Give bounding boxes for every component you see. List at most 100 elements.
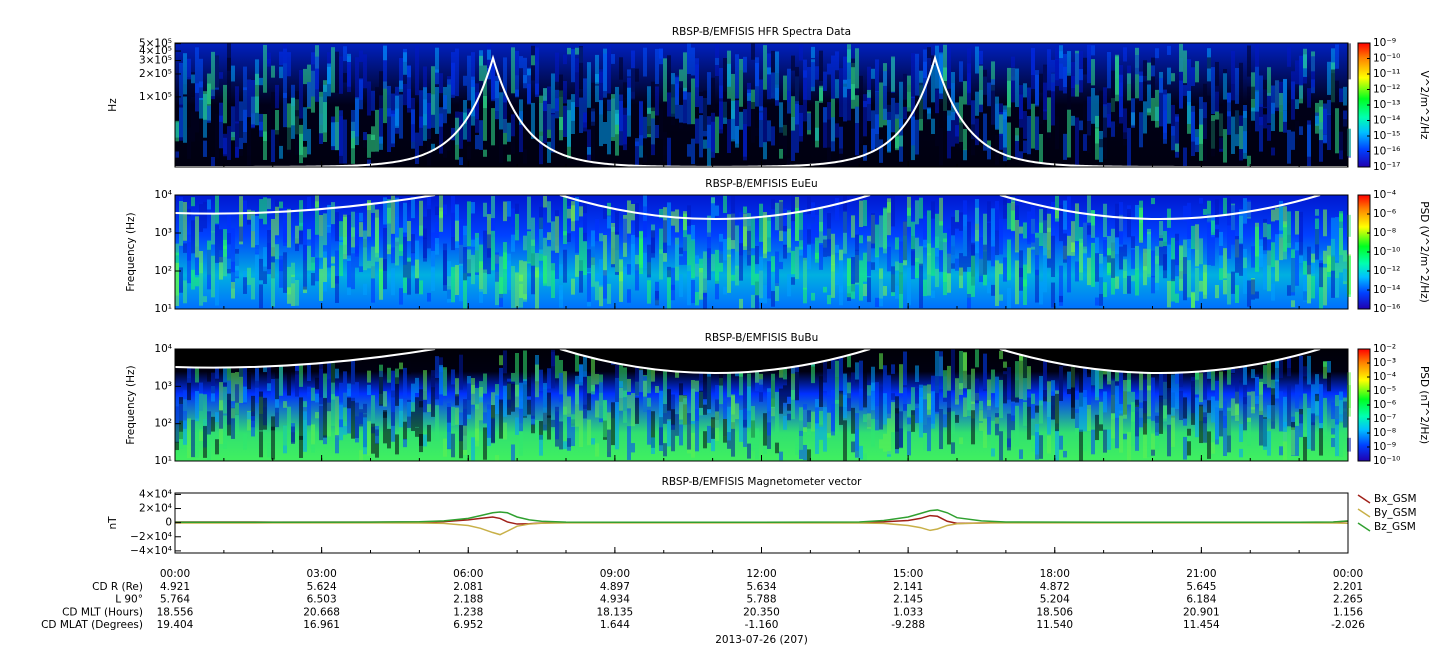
- spectrogram-cell: [607, 283, 611, 304]
- spectrogram-cell: [1287, 285, 1291, 296]
- spectrogram-cell: [923, 113, 927, 123]
- spectrogram-cell: [803, 79, 807, 122]
- spectrogram-cell: [931, 391, 935, 429]
- spectrogram-cell: [1047, 402, 1051, 435]
- spectrogram-cell: [879, 439, 883, 449]
- spectrogram-cell: [587, 419, 591, 446]
- spectrogram-cell: [827, 119, 831, 164]
- spectrogram-cell: [1043, 247, 1047, 293]
- spectrogram-cell: [363, 417, 367, 455]
- spectrogram-cell: [923, 239, 927, 248]
- spectrogram-cell: [447, 422, 451, 449]
- spectrogram-cell: [299, 200, 303, 231]
- spectrogram-cell: [767, 391, 771, 436]
- spectrogram-cell: [571, 423, 575, 447]
- spectrogram-cell: [867, 89, 871, 98]
- colorbar-tick-label: 10⁻¹³: [1373, 99, 1400, 111]
- spectrogram-cell: [355, 402, 359, 438]
- spectrogram-cell: [819, 208, 823, 243]
- spectrogram-cell: [1211, 366, 1215, 391]
- spectrogram-cell: [271, 65, 275, 78]
- spectrogram-cell: [339, 241, 343, 277]
- spectrogram-cell: [299, 435, 303, 458]
- ephemeris-value: 11.540: [1036, 619, 1073, 631]
- spectrogram-cell: [727, 254, 731, 293]
- spectrogram-cell: [1095, 253, 1099, 282]
- spectrogram-cell: [199, 262, 203, 306]
- spectrogram-cell: [339, 116, 343, 164]
- spectrogram-cell: [1307, 408, 1311, 450]
- spectrogram-cell: [203, 140, 207, 157]
- spectrogram-cell: [1055, 116, 1059, 150]
- spectrogram-cell: [415, 45, 419, 96]
- spectrogram-cell: [251, 215, 255, 232]
- spectrogram-cell: [1107, 51, 1111, 89]
- spectrogram-cell: [1055, 208, 1059, 219]
- spectrogram-cell: [255, 248, 259, 280]
- spectrogram-cell: [799, 407, 803, 431]
- spectrogram-cell: [499, 293, 503, 307]
- spectrogram-cell: [279, 51, 283, 66]
- spectrogram-cell: [815, 237, 819, 263]
- spectrogram-cell: [635, 141, 639, 166]
- spectrogram-cell: [315, 377, 319, 390]
- spectrogram-cell: [839, 390, 843, 425]
- spectrogram-cell: [787, 403, 791, 411]
- spectrogram-cell: [243, 200, 247, 222]
- spectrogram-cell: [543, 255, 547, 286]
- spectrogram-cell: [351, 211, 355, 237]
- spectrogram-cell: [531, 385, 535, 419]
- spectrogram-cell: [195, 216, 199, 258]
- ephemeris-value: 5.764: [160, 594, 190, 606]
- spectrogram-cell: [343, 236, 347, 255]
- spectrogram-cell: [967, 374, 971, 417]
- spectrogram-cell: [303, 68, 307, 85]
- spectrogram-cell: [583, 213, 587, 233]
- spectrogram-cell: [1203, 118, 1207, 162]
- spectrogram-cell: [1139, 200, 1143, 241]
- spectrogram-cell: [383, 45, 387, 61]
- spectrogram-cell: [371, 266, 375, 303]
- spectrogram-cell: [763, 45, 767, 90]
- ephemeris-value: 20.901: [1183, 606, 1220, 618]
- spectrogram-cell: [803, 70, 807, 78]
- spectrogram-cell: [851, 372, 855, 386]
- spectrogram-cell: [615, 211, 619, 251]
- spectrogram-cell: [643, 206, 647, 238]
- spectrogram-cell: [891, 364, 895, 374]
- spectrogram-cell: [1051, 282, 1055, 308]
- spectrogram-cell: [539, 206, 543, 250]
- spectrogram-cell: [791, 96, 795, 131]
- spectrogram-cell: [331, 394, 335, 426]
- legend-label: Bz_GSM: [1374, 521, 1416, 533]
- spectrogram-cell: [711, 197, 715, 220]
- spectrogram-cell: [363, 403, 367, 414]
- spectrogram-cell: [1339, 422, 1343, 457]
- spectrogram-cell: [471, 239, 475, 247]
- spectrogram-cell: [1007, 413, 1011, 451]
- spectrogram-cell: [951, 411, 955, 435]
- spectrogram-cell: [631, 393, 635, 427]
- spectrogram-cell: [535, 83, 539, 97]
- spectrogram-cell: [955, 110, 959, 144]
- spectrogram-cell: [939, 409, 943, 450]
- spectrogram-cell: [703, 367, 707, 400]
- spectrogram-cell: [619, 365, 623, 388]
- ephemeris-value: 2.141: [893, 581, 923, 593]
- spectrogram-cell: [455, 394, 459, 406]
- spectrogram-cell: [1339, 391, 1343, 422]
- spectrogram-cell: [787, 274, 791, 297]
- spectrogram-cell: [947, 387, 951, 413]
- spectrogram-cell: [191, 353, 195, 384]
- spectrogram-cell: [1067, 73, 1071, 113]
- spectrogram-cell: [639, 370, 643, 393]
- spectrogram-cell: [223, 386, 227, 414]
- x-tick-label: 15:00: [893, 568, 923, 580]
- spectrogram-cell: [519, 382, 523, 409]
- spectrogram-cell: [271, 416, 275, 431]
- spectrogram-cell: [1171, 259, 1175, 282]
- spectrogram-cell: [435, 405, 439, 441]
- spectrogram-cell: [595, 85, 599, 103]
- colorbar-tick-label: 10⁻⁹: [1373, 37, 1396, 49]
- spectrogram-cell: [419, 225, 423, 237]
